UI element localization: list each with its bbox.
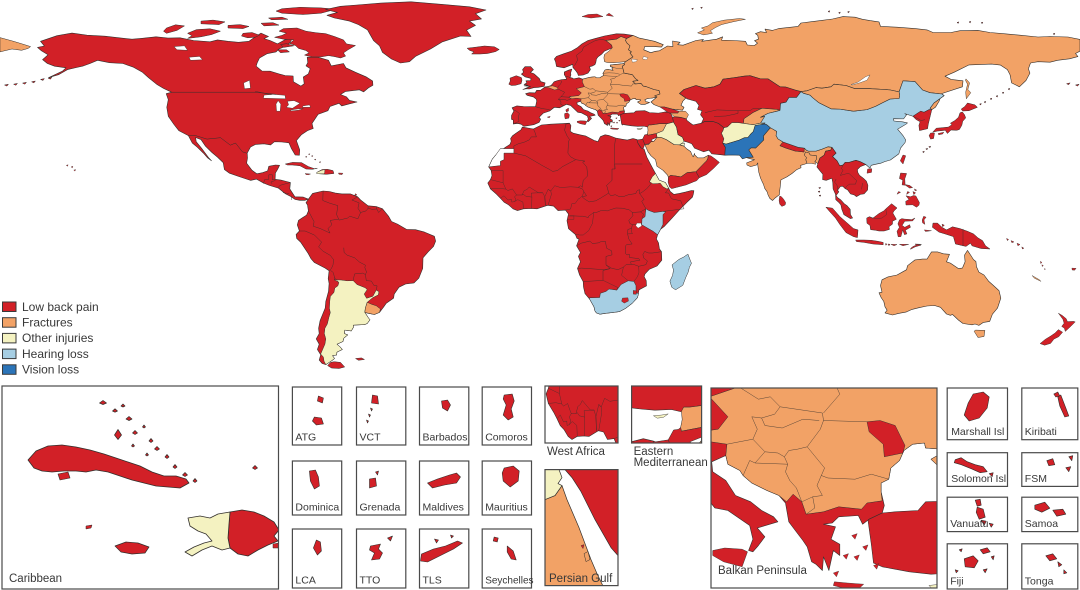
svg-text:Comoros: Comoros xyxy=(485,432,528,444)
svg-text:Grenada: Grenada xyxy=(360,502,401,514)
svg-text:Persian Gulf: Persian Gulf xyxy=(549,573,613,585)
svg-text:Barbados: Barbados xyxy=(423,432,468,444)
svg-text:West Africa: West Africa xyxy=(547,446,606,458)
svg-text:Vision loss: Vision loss xyxy=(22,363,79,377)
svg-text:Maldives: Maldives xyxy=(423,502,464,514)
svg-text:Fractures: Fractures xyxy=(22,316,73,330)
svg-text:Balkan Peninsula: Balkan Peninsula xyxy=(718,565,807,577)
svg-text:FSM: FSM xyxy=(1025,473,1047,485)
svg-text:TTO: TTO xyxy=(360,575,381,587)
svg-text:Eastern: Eastern xyxy=(634,446,674,458)
svg-text:Solomon Isl: Solomon Isl xyxy=(951,473,1006,485)
svg-text:VCT: VCT xyxy=(360,432,382,444)
svg-text:Vanuatu: Vanuatu xyxy=(950,518,988,530)
svg-text:Dominica: Dominica xyxy=(295,502,339,514)
svg-text:Seychelles: Seychelles xyxy=(485,576,533,587)
svg-text:Mediterranean: Mediterranean xyxy=(634,457,708,469)
svg-text:ATG: ATG xyxy=(295,432,316,444)
svg-text:Samoa: Samoa xyxy=(1025,518,1058,530)
svg-text:Mauritius: Mauritius xyxy=(485,502,528,514)
svg-text:Low back pain: Low back pain xyxy=(22,300,99,314)
svg-text:Kiribati: Kiribati xyxy=(1025,426,1057,438)
svg-text:Caribbean: Caribbean xyxy=(9,573,62,585)
svg-text:LCA: LCA xyxy=(295,575,315,587)
svg-text:Other injuries: Other injuries xyxy=(22,331,93,345)
svg-text:Hearing loss: Hearing loss xyxy=(22,347,89,361)
svg-text:Marshall Isl: Marshall Isl xyxy=(951,426,1004,438)
svg-text:Tonga: Tonga xyxy=(1025,576,1054,588)
svg-text:TLS: TLS xyxy=(423,575,442,587)
svg-text:Fiji: Fiji xyxy=(950,576,963,588)
